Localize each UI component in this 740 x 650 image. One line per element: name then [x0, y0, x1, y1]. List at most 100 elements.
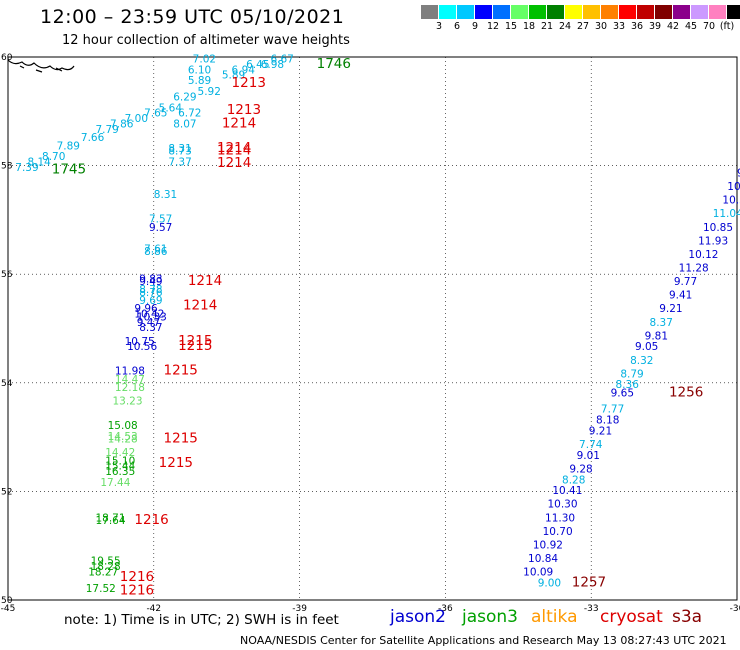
- wave-height-label: 9.47: [137, 317, 160, 329]
- wave-height-label: 11.93: [698, 235, 728, 247]
- wave-height-label: 8.07: [173, 119, 196, 131]
- wave-height-label: 10.92: [533, 539, 563, 551]
- color-swatch: [601, 5, 619, 19]
- wave-height-label: 8.36: [616, 379, 640, 391]
- wave-height-label: 5.89: [222, 70, 245, 82]
- wave-height-label: 15.10: [105, 455, 135, 467]
- y-tick-label: 60: [1, 53, 13, 63]
- wave-height-label: 9: [737, 167, 740, 179]
- plot-frame: [7, 56, 738, 601]
- pass-time-label: 1257: [572, 574, 606, 590]
- wave-height-label: 10.85: [703, 222, 733, 234]
- wave-height-label: 8.31: [154, 189, 177, 201]
- pass-time-label: 1215: [178, 338, 212, 354]
- wave-height-label: 8.32: [630, 355, 653, 367]
- coastline: [7, 59, 75, 73]
- y-tick-label: 58: [1, 162, 13, 172]
- wave-height-label: 10.84: [528, 553, 558, 565]
- pass-time-label: 1215: [159, 455, 193, 471]
- wave-height-label: 9.41: [669, 290, 692, 302]
- wave-height-label: 10.12: [688, 249, 718, 261]
- wave-height-label: 5.64: [159, 102, 183, 114]
- footnote: note: 1) Time is in UTC; 2) SWH is in fe…: [64, 612, 339, 628]
- color-swatch: [421, 5, 439, 19]
- wave-height-label: 8.37: [650, 317, 673, 329]
- color-swatch: [637, 5, 655, 19]
- color-scale-label: 18: [522, 21, 536, 32]
- pass-time-label: 1216: [120, 583, 154, 599]
- color-scale-label: 36: [630, 21, 644, 32]
- wave-height-label: 7.61: [144, 243, 167, 255]
- wave-height-label: 9.21: [589, 425, 612, 437]
- wave-height-label: 10.33: [137, 311, 167, 323]
- color-scale-label: 45: [684, 21, 698, 32]
- wave-height-label: 6.98: [261, 59, 284, 71]
- color-swatch: [691, 5, 709, 19]
- wave-height-label: 6.29: [173, 91, 196, 103]
- satellite-legend-jason3: jason3: [462, 607, 518, 627]
- wave-height-label: 9.69: [139, 295, 162, 307]
- y-tick-label: 52: [1, 487, 12, 497]
- wave-height-label: 7.66: [81, 132, 105, 144]
- color-scale-label: (ft): [719, 21, 735, 32]
- wave-height-label: 18.28: [91, 561, 121, 573]
- wave-height-label: 7.00: [125, 113, 148, 125]
- wave-height-label: 6.94: [232, 64, 256, 76]
- color-swatch: [619, 5, 637, 19]
- x-tick-label: -33: [584, 604, 599, 614]
- wave-height-label: 9.65: [611, 387, 634, 399]
- pass-time-label: 1216: [134, 512, 168, 528]
- color-swatch: [583, 5, 601, 19]
- wave-height-label: 11.30: [545, 512, 575, 524]
- wave-height-label: 10.56: [127, 341, 157, 353]
- color-scale-label: 24: [558, 21, 572, 32]
- color-swatch: [439, 5, 457, 19]
- color-swatch: [673, 5, 691, 19]
- x-tick-label: -30: [730, 604, 740, 614]
- wave-height-label: 9.77: [674, 276, 697, 288]
- wave-height-label: 7.57: [149, 214, 172, 226]
- color-swatch: [565, 5, 583, 19]
- color-swatch: [475, 5, 493, 19]
- wave-height-label: 18.27: [88, 567, 118, 579]
- wave-height-label: 9.57: [149, 222, 172, 234]
- color-scale-label: 42: [666, 21, 680, 32]
- wave-height-label: 11.98: [115, 366, 145, 378]
- wave-height-label: 7.77: [601, 404, 624, 416]
- wave-height-label: 19.55: [91, 556, 121, 568]
- wave-height-label: 7.79: [95, 124, 118, 136]
- pass-time-label: 1215: [164, 431, 198, 447]
- wave-height-label: 9.28: [569, 463, 592, 475]
- wave-height-label: 6.10: [188, 64, 211, 76]
- satellite-legend-altika: altika: [531, 607, 578, 627]
- wave-height-label: 8.73: [168, 146, 191, 158]
- wave-height-label: 8.70: [42, 151, 65, 163]
- wave-height-label: 10.41: [552, 485, 582, 497]
- color-swatch: [655, 5, 673, 19]
- color-swatch: [457, 5, 475, 19]
- wave-height-label: 9.83: [139, 273, 162, 285]
- wave-height-label: 8.76: [139, 287, 163, 299]
- wave-height-label: 10.70: [543, 526, 573, 538]
- x-tick-label: -45: [1, 604, 16, 614]
- wave-height-label: 8.37: [139, 322, 162, 334]
- color-swatch: [511, 5, 529, 19]
- wave-height-label: 9.21: [659, 303, 682, 315]
- wave-height-label: 8.14: [27, 157, 51, 169]
- color-scale-label: 70: [702, 21, 716, 32]
- pass-time-label: 1214: [222, 116, 256, 132]
- wave-height-label: 7.65: [144, 108, 167, 120]
- x-tick-label: -39: [292, 604, 307, 614]
- color-scale-label: 3: [435, 21, 443, 32]
- wave-height-label: 9.01: [577, 450, 600, 462]
- color-scale-label: 33: [612, 21, 626, 32]
- color-swatch: [529, 5, 547, 19]
- wave-height-label: 10.09: [523, 567, 553, 579]
- satellite-legend-s3a: s3a: [672, 607, 703, 627]
- wave-height-label: 17.64: [95, 515, 125, 527]
- wave-height-label: 9.81: [645, 330, 668, 342]
- wave-height-label: 17.52: [86, 583, 116, 595]
- wave-height-label: 9.05: [635, 341, 658, 353]
- color-scale-label: 30: [594, 21, 608, 32]
